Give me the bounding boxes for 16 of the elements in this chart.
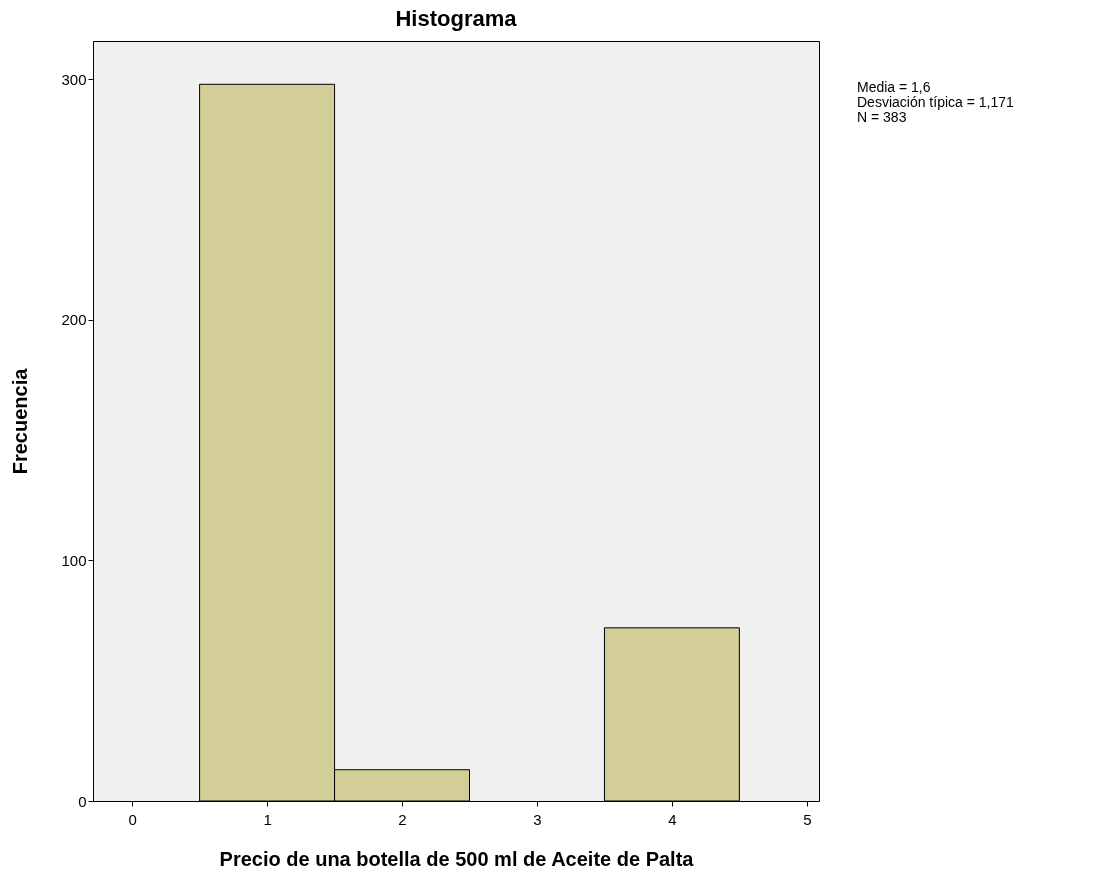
y-tick-label: 200 [61, 311, 87, 329]
x-tick-label: 2 [398, 810, 407, 828]
x-tick-label: 0 [128, 810, 137, 828]
text: N = 383 [857, 109, 907, 125]
x-tick-label: 5 [803, 810, 812, 828]
y-tick-label: 300 [61, 70, 87, 88]
x-tick-label: 1 [263, 810, 272, 828]
chart-title: Histograma [395, 6, 518, 31]
y-tick-label: 0 [78, 792, 87, 810]
x-tick-label: 4 [668, 810, 677, 828]
text: Media = 1,6 [857, 79, 931, 95]
x-axis-title: Precio de una botella de 500 ml de Aceite de Palta [219, 847, 695, 870]
text: Desviación típica = 1,171 [857, 94, 1015, 110]
x-tick-label: 3 [533, 810, 542, 828]
y-axis-title: Frecuencia [9, 367, 32, 475]
y-tick-label: 100 [61, 551, 87, 569]
